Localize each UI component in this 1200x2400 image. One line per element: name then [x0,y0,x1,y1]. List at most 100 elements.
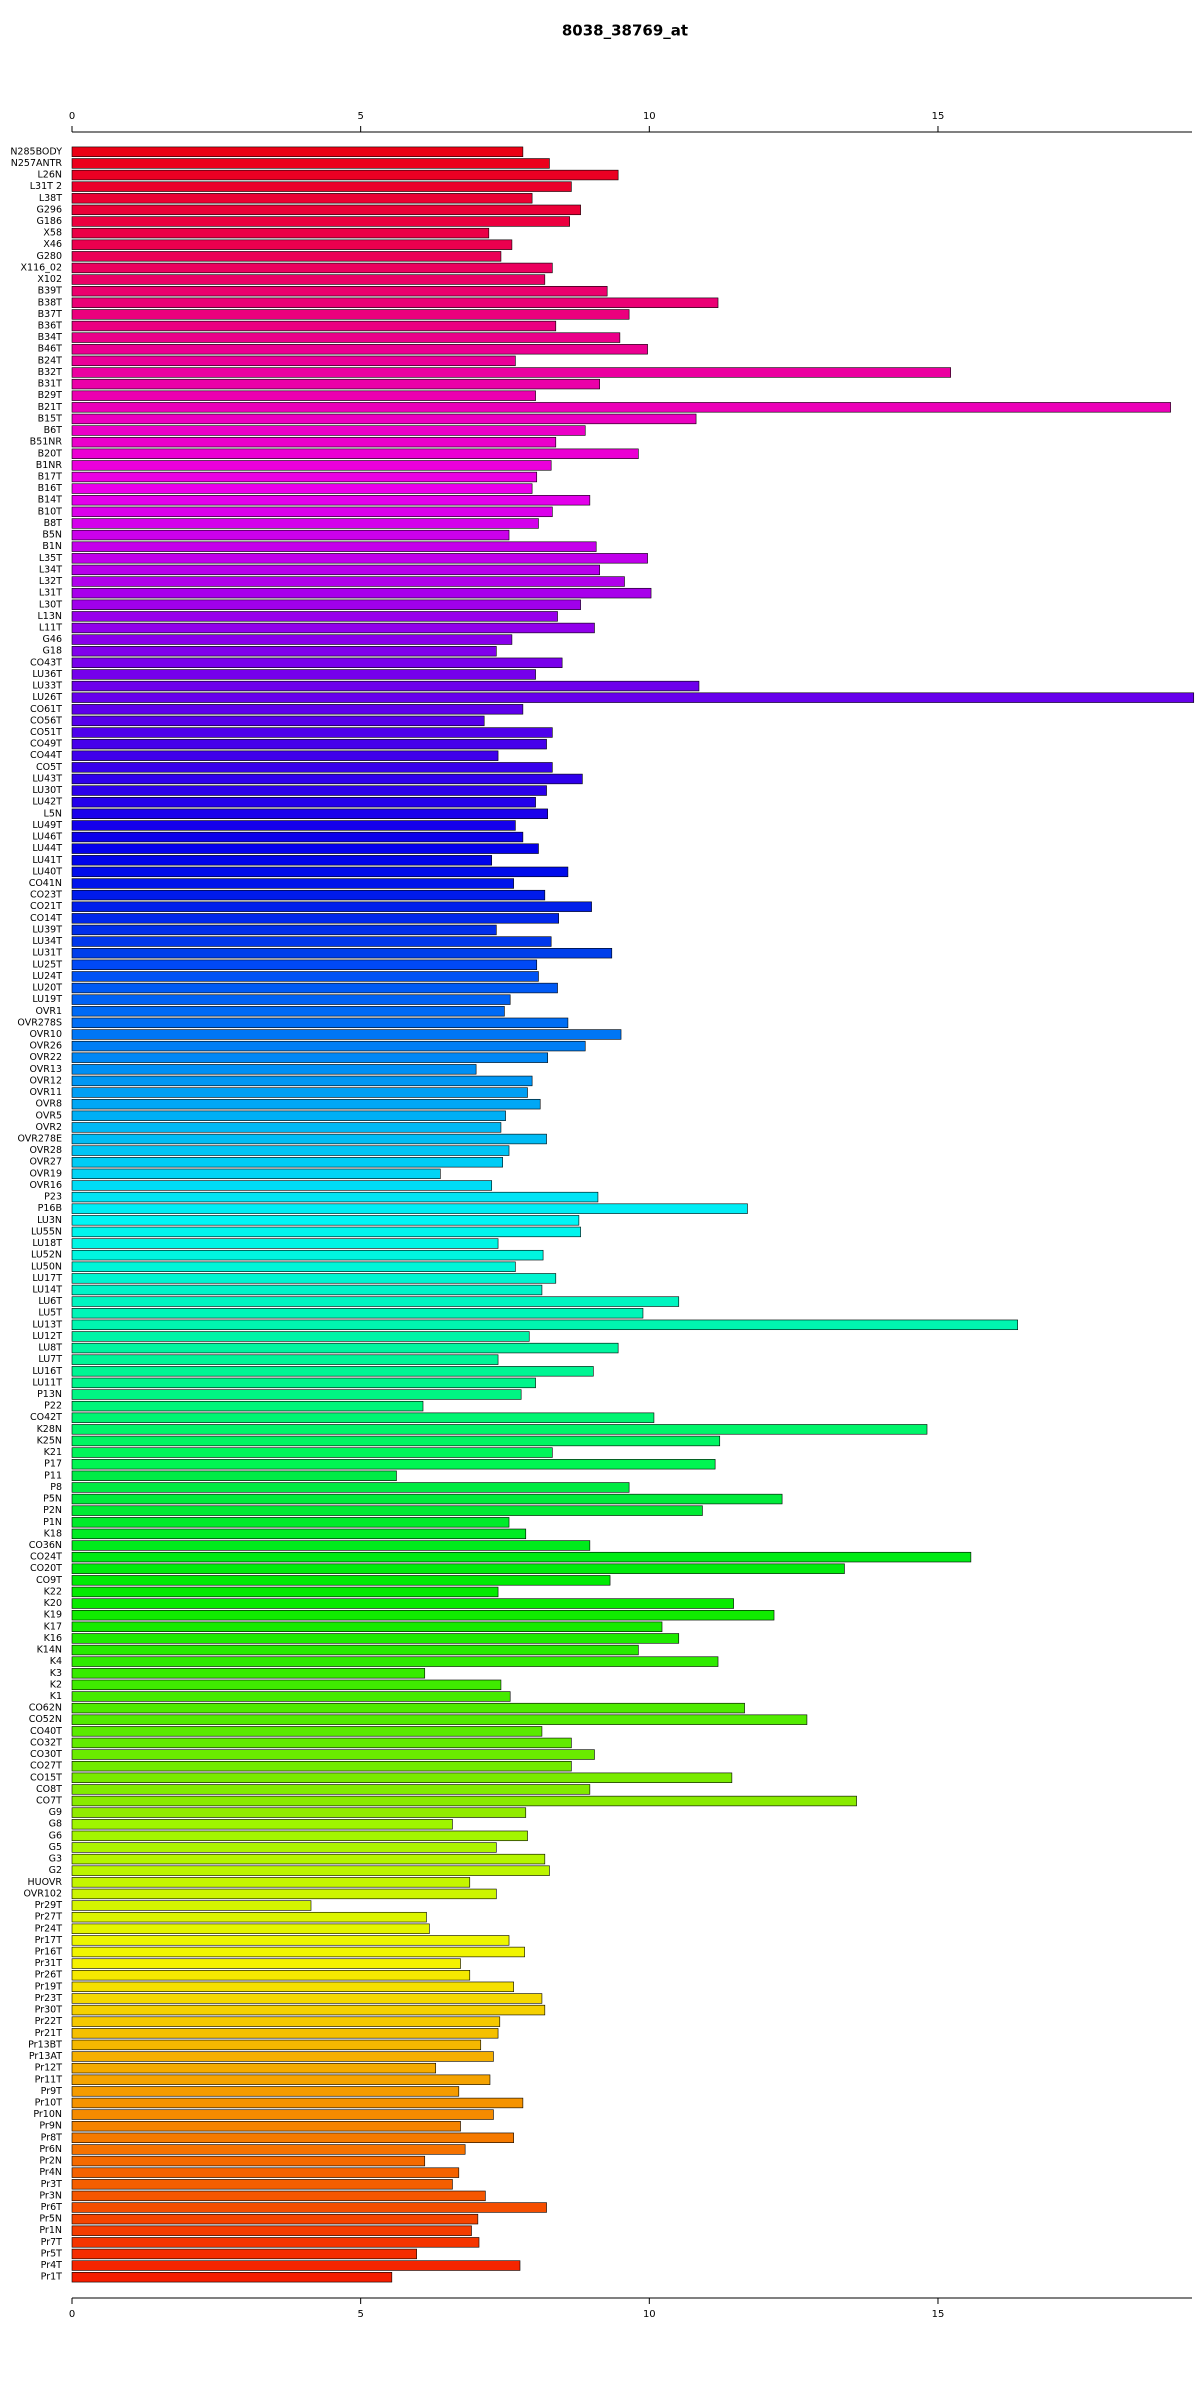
y-tick-label: X116_02 [21,262,62,273]
y-tick-label: Pr1N [39,2225,62,2236]
bar [71,332,621,343]
bar [71,727,553,738]
y-tick-label: CO32T [30,1737,62,1748]
bar [71,2062,437,2074]
y-tick-label: B24T [38,355,63,366]
y-tick-label: L35T [39,553,62,564]
y-tick-label: OVR5 [36,1110,62,1121]
bar [71,1888,497,1900]
bar [71,2086,460,2097]
bar [71,2039,482,2051]
y-tick-label: G8 [49,1819,62,1830]
y-tick-label: L32T [39,576,62,587]
bar [71,599,581,610]
bar [71,1249,544,1261]
y-tick-label: B37T [38,309,63,320]
bar [71,982,558,994]
y-tick-label: L30T [39,599,62,610]
bar [71,181,572,192]
bar [71,1203,748,1214]
bar [71,936,552,947]
bar [71,1772,733,1783]
bar [71,1714,808,1725]
y-tick-label: Pr9T [41,2086,63,2097]
y-tick-label: L11T [39,622,62,633]
y-tick-label: L5N [44,808,62,819]
bar [71,2272,393,2283]
bar [71,495,591,506]
x-tick-label: 0 [69,111,75,122]
bar [71,1830,528,1842]
bar [71,216,570,227]
bar [71,146,524,157]
y-tick-label: K17 [44,1621,62,1632]
bar [71,2016,501,2027]
bar [71,808,549,819]
bar [71,680,700,692]
y-tick-label: Pr3N [39,2190,62,2201]
bar [71,1075,533,1087]
bar [71,1284,543,1296]
y-tick-label: N285BODY [10,146,62,157]
y-tick-label: CO30T [30,1749,62,1760]
y-tick-label: LU6T [38,1296,62,1307]
bar [71,436,557,448]
bar [71,285,608,297]
bar [71,169,619,181]
y-tick-label: OVR1 [36,1006,62,1017]
y-tick-label: LU13T [32,1319,62,1330]
bar [71,576,625,587]
bar [71,1052,549,1063]
y-tick-label: LU36T [32,669,62,680]
y-tick-label: Pr27T [35,1912,63,1923]
bar [71,2225,472,2236]
y-tick-label: P5N [43,1494,62,1505]
y-tick-label: CO41N [29,878,62,889]
y-tick-label: P13N [37,1389,62,1400]
bar [71,506,553,518]
bar [71,274,546,285]
bar [71,1760,572,1772]
y-tick-label: LU18T [32,1238,62,1249]
y-tick-label: LU30T [32,785,62,796]
bar [71,889,546,901]
bar [71,1551,972,1563]
y-tick-label: LU7T [38,1354,62,1365]
bar [71,797,536,808]
y-tick-label: Pr6T [41,2202,63,2213]
y-tick-label: OVR16 [30,1180,63,1191]
bar [71,1610,775,1621]
y-tick-label: LU39T [32,924,62,935]
bar [71,634,513,645]
y-tick-label: L13N [38,611,63,622]
bar [71,1157,503,1168]
y-tick-label: CO49T [30,739,62,750]
bar [71,483,533,494]
bar [71,1540,591,1551]
bar [71,2132,514,2144]
y-tick-label: LU44T [32,843,62,854]
bar [71,1702,745,1714]
bar [71,866,569,878]
bar [71,1737,572,1749]
y-tick-label: Pr26T [35,1970,63,1981]
y-tick-label: CO43T [30,657,62,668]
bar [71,2074,491,2085]
bar [71,878,514,889]
bar [71,1668,426,1679]
bar [71,402,1171,413]
y-tick-label: LU25T [32,959,62,970]
y-tick-label: CO61T [30,704,62,715]
bar [71,901,592,912]
y-tick-label: LU14T [32,1284,62,1295]
y-tick-label: OVR28 [30,1145,63,1156]
bar [71,1679,502,1691]
bar [71,529,510,541]
y-tick-label: K19 [44,1610,62,1621]
y-tick-label: G296 [37,204,63,215]
bar [71,204,581,216]
bar [71,1923,430,1934]
bar [71,1400,424,1412]
y-tick-label: LU12T [32,1331,62,1342]
y-tick-label: Pr11T [35,2074,63,2085]
